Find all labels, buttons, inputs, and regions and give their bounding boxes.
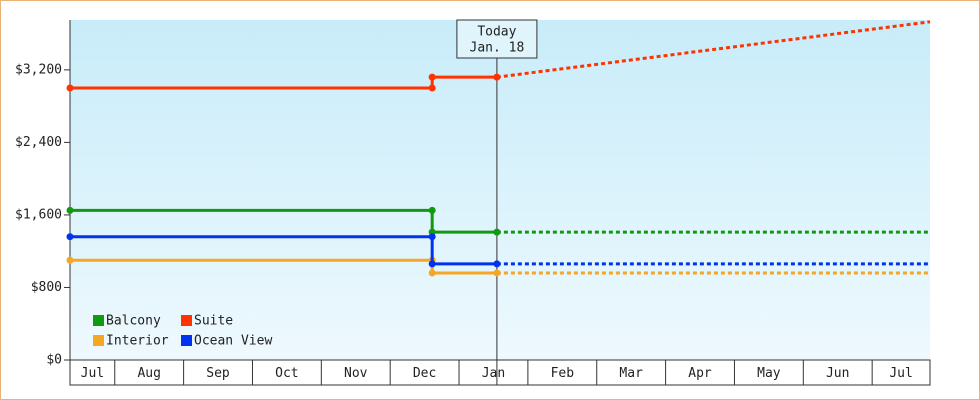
x-tick-label: Jan xyxy=(482,366,505,381)
plot-area xyxy=(70,20,930,360)
x-tick-label: Nov xyxy=(344,366,368,381)
legend-label: Balcony xyxy=(106,314,161,329)
price-line xyxy=(70,208,497,234)
legend-label: Interior xyxy=(106,334,169,349)
price-point xyxy=(428,269,436,277)
today-box xyxy=(456,19,538,59)
y-tick-label: $1,600 xyxy=(15,207,62,222)
price-point xyxy=(493,73,501,81)
price-point xyxy=(493,269,501,277)
x-tick-label: Jul xyxy=(889,366,912,381)
price-point xyxy=(428,84,436,92)
price-line xyxy=(70,235,497,266)
today-label: Today xyxy=(477,25,516,40)
price-point xyxy=(66,233,74,241)
legend-swatch xyxy=(181,315,192,326)
projection-line xyxy=(496,20,931,79)
x-tick-label: Oct xyxy=(275,366,298,381)
x-tick-label: Dec xyxy=(413,366,436,381)
x-tick-label: Jun xyxy=(826,366,849,381)
x-tick-label: May xyxy=(757,366,781,381)
y-tick-label: $3,200 xyxy=(15,62,62,77)
y-tick-label: $0 xyxy=(46,353,62,368)
legend-label: Ocean View xyxy=(194,334,272,349)
today-label: Jan. 18 xyxy=(470,41,525,56)
price-point xyxy=(66,206,74,214)
price-point xyxy=(493,260,501,268)
y-tick-label: $800 xyxy=(31,280,62,295)
price-point xyxy=(428,73,436,81)
legend-swatch xyxy=(181,335,192,346)
legend-swatch xyxy=(93,335,104,346)
x-tick-label: Sep xyxy=(206,366,230,381)
legend-label: Suite xyxy=(194,314,233,329)
price-line xyxy=(70,75,497,90)
x-tick-label: Aug xyxy=(137,366,160,381)
x-tick-label: Mar xyxy=(619,366,643,381)
x-tick-label: Apr xyxy=(688,366,712,381)
price-point xyxy=(493,228,501,236)
price-point xyxy=(428,206,436,214)
price-point xyxy=(66,256,74,264)
y-tick-label: $2,400 xyxy=(15,135,62,150)
price-point xyxy=(428,260,436,268)
price-point xyxy=(66,84,74,92)
x-tick-label: Feb xyxy=(551,366,575,381)
legend-swatch xyxy=(93,315,104,326)
price-point xyxy=(428,233,436,241)
x-tick-label: Jul xyxy=(81,366,104,381)
